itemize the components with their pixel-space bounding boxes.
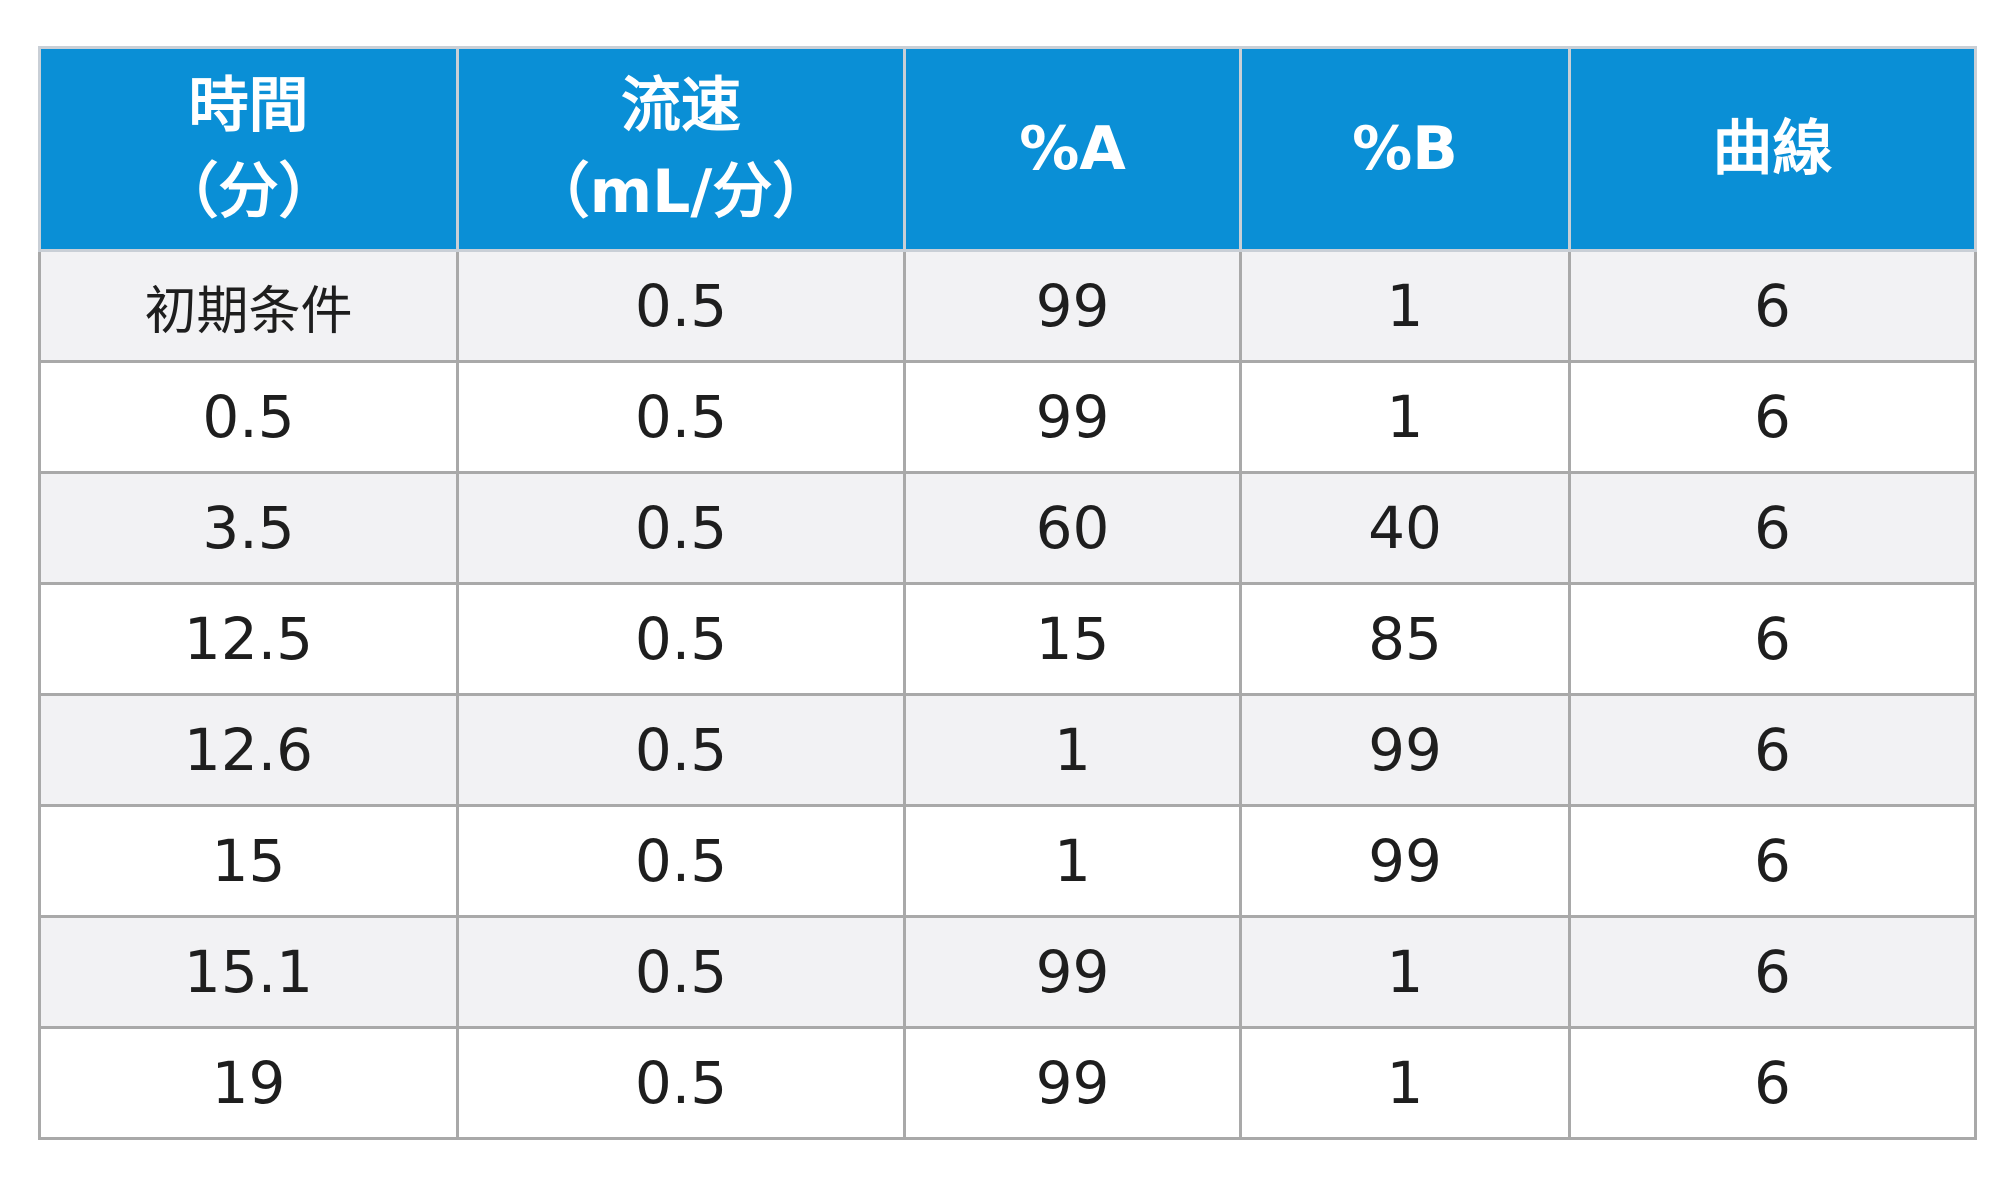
cell-percent-b: 1 [1239,360,1571,474]
cell-curve: 6 [1568,1026,1977,1140]
table-body: 初期条件 0.5 99 1 6 0.5 0.5 99 1 6 3.5 0.5 6… [38,249,1977,1140]
cell-flow-rate: 0.5 [456,360,906,474]
header-curve: 曲線 [1568,46,1977,252]
table-header: 時間 （分） 流速 （mL/分） %A %B 曲線 [38,46,1977,252]
cell-curve: 6 [1568,804,1977,918]
header-percent-b: %B [1239,46,1571,252]
table-row: 12.5 0.5 15 85 6 [38,582,1977,696]
cell-curve: 6 [1568,915,1977,1029]
cell-time: 12.6 [38,693,459,807]
cell-percent-a: 99 [903,360,1242,474]
cell-flow-rate: 0.5 [456,915,906,1029]
cell-flow-rate: 0.5 [456,804,906,918]
cell-time: 3.5 [38,471,459,585]
cell-flow-rate: 0.5 [456,1026,906,1140]
cell-time: 19 [38,1026,459,1140]
cell-percent-a: 60 [903,471,1242,585]
cell-percent-a: 1 [903,693,1242,807]
cell-curve: 6 [1568,582,1977,696]
header-percent-a: %A [903,46,1242,252]
cell-time: 15.1 [38,915,459,1029]
cell-flow-rate: 0.5 [456,471,906,585]
cell-percent-a: 99 [903,249,1242,363]
header-time: 時間 （分） [38,46,459,252]
cell-flow-rate: 0.5 [456,249,906,363]
header-flow-rate: 流速 （mL/分） [456,46,906,252]
table-row: 初期条件 0.5 99 1 6 [38,249,1977,363]
table-row: 15.1 0.5 99 1 6 [38,915,1977,1029]
gradient-table-container: 時間 （分） 流速 （mL/分） %A %B 曲線 初期条件 0.5 99 1 … [38,46,1977,1140]
gradient-table: 時間 （分） 流速 （mL/分） %A %B 曲線 初期条件 0.5 99 1 … [38,46,1977,1140]
cell-percent-b: 1 [1239,249,1571,363]
cell-percent-a: 15 [903,582,1242,696]
cell-time: 初期条件 [38,249,459,363]
cell-percent-b: 1 [1239,915,1571,1029]
table-row: 0.5 0.5 99 1 6 [38,360,1977,474]
cell-percent-b: 99 [1239,693,1571,807]
cell-curve: 6 [1568,693,1977,807]
table-row: 12.6 0.5 1 99 6 [38,693,1977,807]
table-row: 3.5 0.5 60 40 6 [38,471,1977,585]
cell-time: 0.5 [38,360,459,474]
cell-percent-a: 1 [903,804,1242,918]
cell-flow-rate: 0.5 [456,693,906,807]
cell-percent-b: 40 [1239,471,1571,585]
cell-percent-a: 99 [903,1026,1242,1140]
cell-percent-b: 85 [1239,582,1571,696]
cell-curve: 6 [1568,471,1977,585]
cell-time: 15 [38,804,459,918]
header-row: 時間 （分） 流速 （mL/分） %A %B 曲線 [38,46,1977,252]
cell-percent-a: 99 [903,915,1242,1029]
table-row: 19 0.5 99 1 6 [38,1026,1977,1140]
cell-curve: 6 [1568,360,1977,474]
cell-flow-rate: 0.5 [456,582,906,696]
cell-time: 12.5 [38,582,459,696]
cell-curve: 6 [1568,249,1977,363]
cell-percent-b: 99 [1239,804,1571,918]
cell-percent-b: 1 [1239,1026,1571,1140]
table-row: 15 0.5 1 99 6 [38,804,1977,918]
